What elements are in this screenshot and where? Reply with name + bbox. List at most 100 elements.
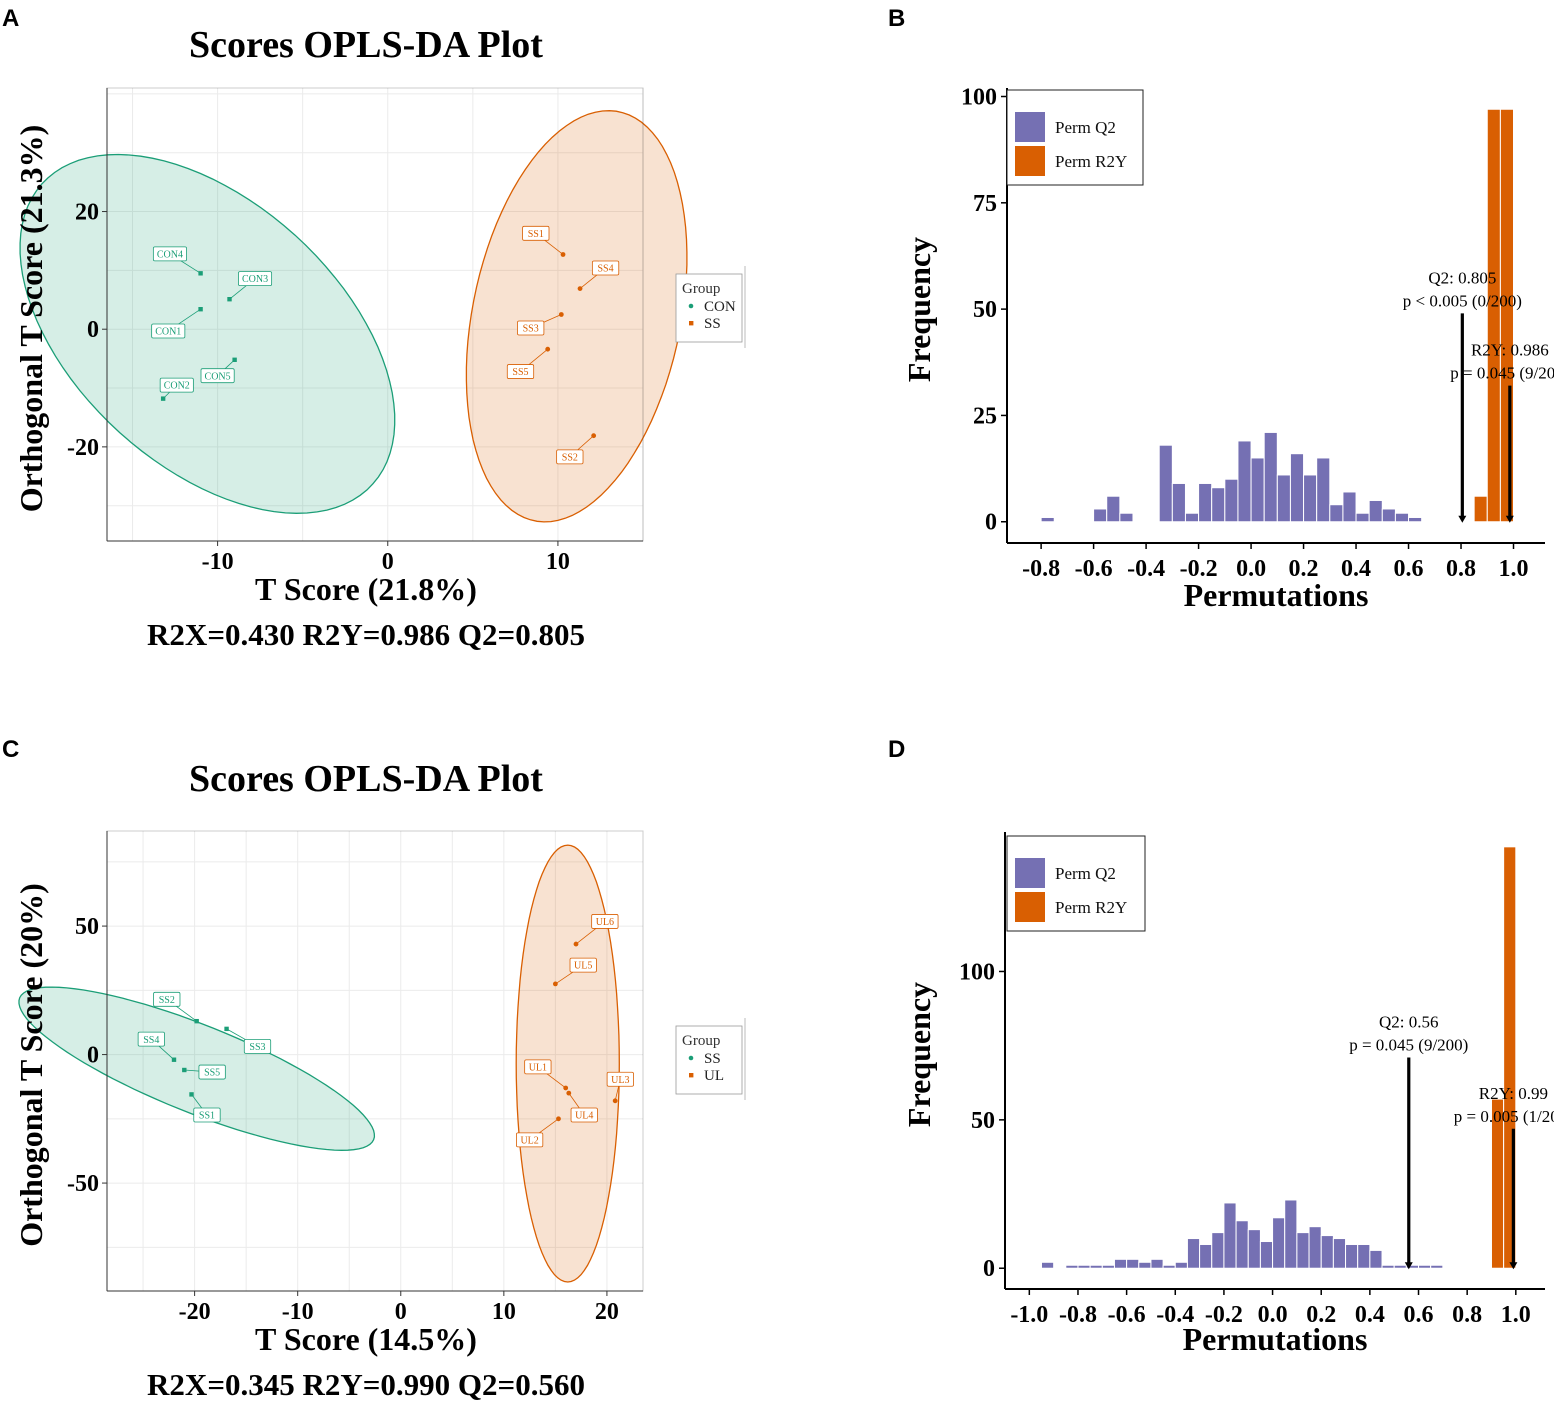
point-label: CON4 xyxy=(157,250,183,261)
r2y-bar xyxy=(1499,108,1515,523)
confidence-ellipse xyxy=(465,110,688,523)
x-tick-label: 0 xyxy=(382,549,394,575)
x-tick-label: -20 xyxy=(179,1299,211,1325)
y-tick-label: 0 xyxy=(985,510,997,536)
y-axis-title: Orthogonal T Score (21.3%) xyxy=(13,125,49,513)
point-label-box xyxy=(517,320,545,336)
x-tick-label: -0.2 xyxy=(1205,1302,1243,1328)
observed-value-arrowhead xyxy=(1458,515,1467,523)
y-axis-title: Frequency xyxy=(901,237,937,382)
model-stats: R2X=0.345 R2Y=0.990 Q2=0.560 xyxy=(147,1367,585,1402)
score-point xyxy=(612,1098,618,1104)
y-tick-label: 25 xyxy=(973,403,997,429)
q2-bar xyxy=(1381,1264,1395,1269)
confidence-ellipse xyxy=(18,986,376,1151)
confidence-ellipse xyxy=(19,153,396,514)
q2-bar xyxy=(1408,516,1423,523)
y-tick-label: 50 xyxy=(971,1108,995,1134)
y-tick-label: 100 xyxy=(961,85,997,111)
q2-bar xyxy=(1237,440,1252,523)
q2-bar xyxy=(1199,1243,1213,1269)
q2-bar xyxy=(1158,444,1173,523)
point-label-box xyxy=(606,1071,634,1087)
point-label: SS5 xyxy=(204,1068,220,1079)
point-label-box xyxy=(193,1107,221,1123)
q2-bar xyxy=(1289,453,1305,523)
annotation-text: R2Y: 0.99 xyxy=(1479,1084,1548,1103)
point-label: SS1 xyxy=(528,229,544,240)
score-point xyxy=(160,396,166,401)
point-label: CON1 xyxy=(155,327,181,338)
legend-box xyxy=(675,1025,743,1095)
point-label: UL5 xyxy=(574,961,592,972)
annotation-text: p = 0.045 (9/200) xyxy=(1349,1036,1468,1055)
q2-bar xyxy=(1369,1249,1383,1269)
x-tick-label: 0.6 xyxy=(1394,556,1424,582)
score-point xyxy=(194,1018,199,1024)
y-tick-label: 0 xyxy=(87,317,99,343)
q2-bar xyxy=(1276,474,1291,523)
point-label-box xyxy=(556,449,584,465)
legend-label: Perm R2Y xyxy=(1055,152,1127,171)
x-axis-title: T Score (21.8%) xyxy=(255,571,477,607)
legend-key xyxy=(688,1055,694,1061)
legend-label: Perm Q2 xyxy=(1055,864,1116,883)
q2-bar xyxy=(1394,512,1410,523)
legend-title: Group xyxy=(682,1033,720,1049)
x-tick-label: 1.0 xyxy=(1501,1302,1531,1328)
q2-bar xyxy=(1368,499,1383,523)
legend-label: SS xyxy=(704,316,721,332)
q2-bar xyxy=(1093,508,1108,523)
point-label: CON5 xyxy=(205,371,231,382)
q2-bar xyxy=(1235,1220,1249,1269)
point-label: SS3 xyxy=(523,324,539,335)
q2-bar xyxy=(1342,491,1357,523)
plot-background xyxy=(107,831,643,1291)
y-tick-label: 20 xyxy=(75,200,99,226)
panel-c-scores-plot: SS1 SS2 SS3 SS4 SS5 UL1 UL2 UL3 UL4 UL5 UL6 -20 -10 0… xyxy=(13,830,746,1402)
y-axis-title: Orthogonal T Score (20%) xyxy=(13,883,49,1247)
q2-bar xyxy=(1040,516,1055,523)
q2-bar xyxy=(1329,504,1344,523)
y-tick-label: -20 xyxy=(67,435,99,461)
q2-bar xyxy=(1211,487,1226,523)
observed-value-arrowhead xyxy=(1509,1262,1518,1270)
panel-letter-c: C xyxy=(2,736,19,763)
q2-bar xyxy=(1186,1238,1201,1269)
panel-b-permutation-histogram: Q2: 0.805 p < 0.005 (0/200) R2Y: 0.986 p = … xyxy=(901,85,1554,613)
x-tick-label: 0.2 xyxy=(1306,1302,1336,1328)
q2-bar xyxy=(1162,1264,1176,1269)
x-tick-label: 0.0 xyxy=(1236,556,1266,582)
q2-bar xyxy=(1077,1264,1091,1269)
confidence-ellipse xyxy=(515,844,620,1283)
y-tick-label: 100 xyxy=(959,959,995,985)
legend-swatch xyxy=(1015,892,1045,922)
point-label-box xyxy=(569,957,597,973)
q2-bar xyxy=(1101,1264,1115,1269)
x-tick-label: -0.2 xyxy=(1180,556,1218,582)
y-tick-label: 0 xyxy=(983,1256,995,1282)
y-tick-label: 50 xyxy=(973,297,997,323)
x-tick-label: -1.0 xyxy=(1010,1302,1048,1328)
q2-bar xyxy=(1150,1258,1164,1269)
q2-bar xyxy=(1198,482,1213,523)
point-label: UL3 xyxy=(611,1075,629,1086)
point-label: SS5 xyxy=(512,367,528,378)
x-axis-title: T Score (14.5%) xyxy=(255,1321,477,1357)
q2-bar xyxy=(1345,1243,1359,1269)
point-label-box xyxy=(153,991,181,1007)
y-tick-label: -50 xyxy=(67,1171,99,1197)
q2-bar xyxy=(1113,1258,1128,1269)
q2-bar xyxy=(1381,508,1396,523)
annotation-text: p = 0.045 (9/200) xyxy=(1450,364,1554,383)
x-tick-label: 0 xyxy=(395,1299,407,1325)
y-tick-label: 0 xyxy=(87,1043,99,1069)
point-label-box xyxy=(159,377,194,393)
point-label-box xyxy=(591,260,620,276)
legend-label: SS xyxy=(704,1051,721,1067)
q2-bar xyxy=(1393,1264,1407,1269)
point-label: UL6 xyxy=(596,917,614,928)
q2-bar xyxy=(1174,1261,1188,1269)
score-point xyxy=(566,1090,572,1096)
plot-border xyxy=(106,830,644,1292)
